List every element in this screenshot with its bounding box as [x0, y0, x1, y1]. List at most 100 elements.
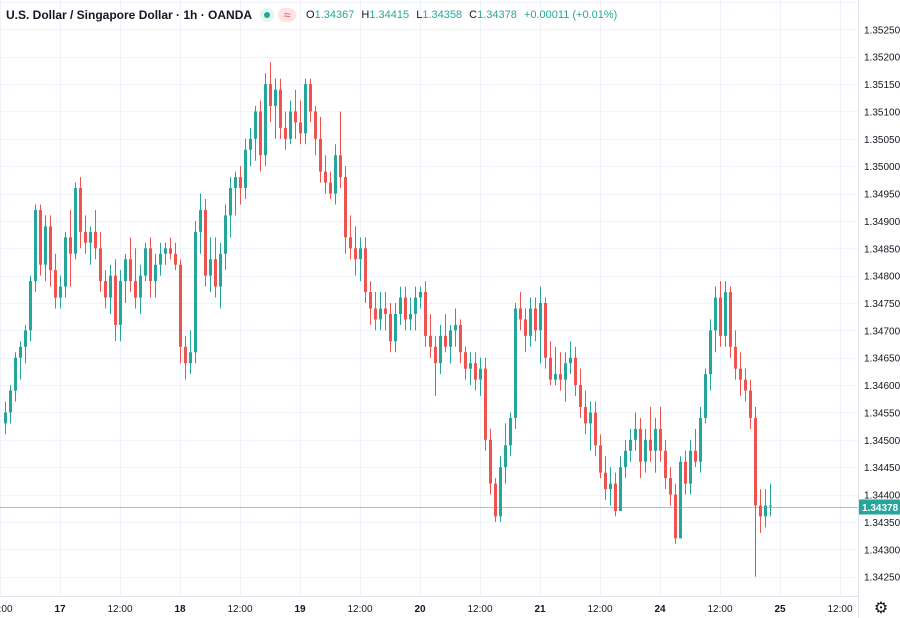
candle-body: [374, 308, 377, 320]
candle: [14, 352, 17, 402]
candle-body: [609, 483, 612, 490]
candle-body: [99, 248, 102, 282]
candle: [284, 111, 287, 150]
symbol-title[interactable]: U.S. Dollar / Singapore Dollar · 1h · OA…: [6, 8, 253, 22]
candle-body: [234, 177, 237, 189]
candle-body: [549, 357, 552, 380]
candle: [199, 193, 202, 254]
candle-body: [669, 478, 672, 495]
candle: [599, 434, 602, 479]
candle: [399, 286, 402, 325]
last-price-label: 1.34378: [862, 503, 899, 514]
candle-body: [744, 379, 747, 391]
candle: [614, 472, 617, 517]
candle: [249, 127, 252, 167]
candle-body: [199, 209, 202, 232]
candle: [424, 281, 427, 347]
candle: [519, 292, 522, 331]
candle: [334, 144, 337, 205]
x-tick-label: 12:00: [827, 604, 852, 615]
candle: [264, 73, 267, 167]
candle-body: [534, 308, 537, 331]
candle: [129, 237, 132, 293]
candle: [354, 226, 357, 276]
candle-body: [544, 303, 547, 358]
y-tick-label: 1.34650: [864, 354, 900, 365]
candle: [374, 292, 377, 331]
candle: [314, 105, 317, 156]
candle-body: [634, 428, 637, 440]
candle-body: [434, 346, 437, 364]
candle: [124, 253, 127, 303]
candle: [274, 78, 277, 139]
x-tick-label: 20: [414, 604, 426, 615]
candle: [534, 297, 537, 342]
candle-body: [84, 231, 87, 243]
candle-body: [379, 308, 382, 320]
candle: [324, 155, 327, 194]
candle-body: [184, 346, 187, 364]
candle-body: [24, 330, 27, 347]
candle-body: [654, 428, 657, 451]
candle-body: [259, 111, 262, 156]
candle-body: [439, 335, 442, 364]
candle-body: [504, 445, 507, 468]
candle: [84, 215, 87, 254]
candle: [709, 319, 712, 391]
candle-body: [369, 292, 372, 309]
candle-body: [139, 275, 142, 298]
candle-body: [389, 313, 392, 342]
candle-body: [79, 188, 82, 232]
candle-body: [64, 237, 67, 287]
candle-body: [604, 472, 607, 490]
candle: [604, 456, 607, 501]
candle-body: [644, 439, 647, 462]
candle-body: [304, 84, 307, 134]
y-tick-label: 1.34350: [864, 518, 900, 529]
candle-body: [364, 248, 367, 293]
candle-body: [344, 177, 347, 238]
candle-body: [9, 390, 12, 413]
gear-icon[interactable]: ⚙: [873, 600, 889, 617]
candle: [404, 286, 407, 331]
candle: [9, 385, 12, 424]
candle: [169, 237, 172, 260]
approx-icon: ≈: [278, 8, 297, 22]
candle: [619, 456, 622, 511]
candle-body: [274, 89, 277, 106]
candle: [659, 406, 662, 462]
candle: [344, 166, 347, 254]
candle-body: [299, 122, 302, 134]
candle: [484, 357, 487, 451]
candle: [34, 204, 37, 293]
candle: [339, 111, 342, 189]
x-tick-label: 17: [54, 604, 66, 615]
candle: [409, 297, 412, 331]
candle: [294, 89, 297, 139]
candle-body: [359, 248, 362, 260]
x-tick-label: 25: [774, 604, 786, 615]
candle-body: [679, 461, 682, 539]
candle-body: [129, 259, 132, 282]
candle: [769, 483, 772, 517]
y-tick-label: 1.34850: [864, 244, 900, 255]
close-label: C: [469, 9, 478, 21]
candle: [179, 259, 182, 364]
y-tick-label: 1.34300: [864, 545, 900, 556]
candle: [669, 467, 672, 506]
candle-body: [144, 248, 147, 276]
close-value: 1.34378: [477, 9, 517, 21]
candle-body: [269, 84, 272, 106]
candle-body: [19, 346, 22, 358]
y-tick-label: 1.34500: [864, 436, 900, 447]
candle: [694, 428, 697, 468]
candle-body: [149, 248, 152, 282]
candle-body: [164, 248, 167, 254]
candle-body: [49, 226, 52, 271]
candle-body: [29, 281, 32, 331]
candle: [679, 456, 682, 539]
candle: [149, 237, 152, 298]
candle: [219, 242, 222, 309]
candle: [54, 253, 57, 309]
